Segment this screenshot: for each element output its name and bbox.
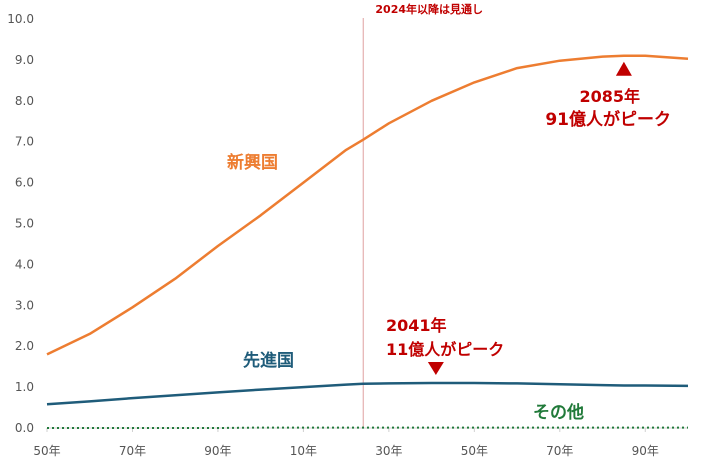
annotation-developed-text: 11億人がピーク (386, 340, 504, 359)
y-axis: 0.0 1.0 2.0 3.0 4.0 5.0 6.0 7.0 8.0 9.0 10.0 (7, 12, 34, 435)
y-tick-label: 7.0 (15, 135, 34, 149)
y-tick-label: 4.0 (15, 257, 34, 271)
annotation-developed-year: 2041年 (386, 316, 447, 335)
y-tick-label: 6.0 (15, 176, 34, 190)
series-layer (46, 54, 689, 429)
x-tick-label: 50年 (461, 444, 488, 458)
series-label-emerging: 新興国 (227, 152, 278, 173)
series-line-1 (46, 381, 689, 406)
annotation-developed-peak: 2041年 11億人がピーク (386, 316, 504, 376)
series-line-0 (46, 54, 689, 356)
series-label-developed: 先進国 (243, 350, 294, 371)
annotation-emerging-text: 91億人がピーク (545, 109, 671, 130)
forecast-note: 2024年以降は見通し (375, 2, 483, 16)
annotation-emerging-peak: 2085年 91億人がピーク (545, 61, 671, 130)
x-tick-label: 90年 (204, 444, 231, 458)
x-tick-label: 70年 (119, 444, 146, 458)
x-tick-label: 90年 (632, 444, 659, 458)
peak-marker-up-triangle (615, 61, 632, 76)
x-tick-label: 30年 (375, 444, 402, 458)
y-tick-label: 2.0 (15, 339, 34, 353)
y-tick-label: 9.0 (15, 53, 34, 67)
y-tick-label: 3.0 (15, 298, 34, 312)
x-tick-label: 70年 (546, 444, 573, 458)
x-tick-label: 50年 (33, 444, 60, 458)
y-tick-label: 0.0 (15, 421, 34, 435)
x-axis: 50年 70年 90年 10年 30年 50年 70年 90年 (33, 428, 659, 458)
peak-marker-down-triangle (427, 362, 444, 376)
y-tick-label: 1.0 (15, 380, 34, 394)
x-tick-label: 10年 (290, 444, 317, 458)
y-tick-label: 10.0 (7, 12, 34, 26)
series-label-other: その他 (533, 402, 584, 423)
y-tick-label: 8.0 (15, 94, 34, 108)
y-tick-label: 5.0 (15, 217, 34, 231)
annotation-emerging-year: 2085年 (579, 87, 640, 106)
